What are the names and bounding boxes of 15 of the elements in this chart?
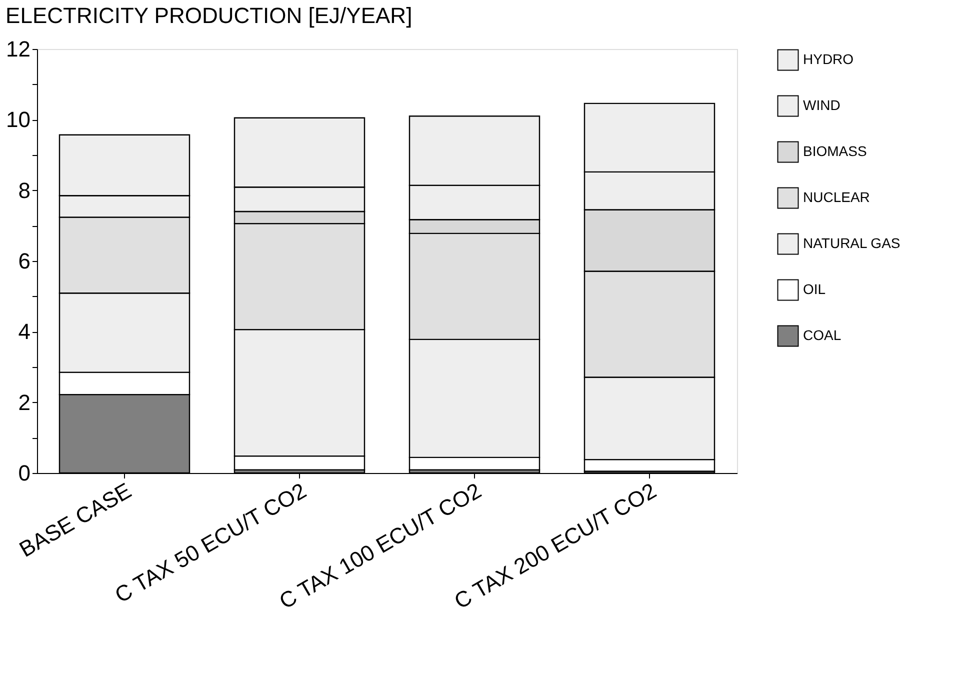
- legend-label: BIOMASS: [803, 143, 867, 159]
- chart-title: ELECTRICITY PRODUCTION [EJ/YEAR]: [6, 3, 412, 28]
- legend-label: OIL: [803, 281, 826, 297]
- legend-label: WIND: [803, 97, 840, 113]
- y-tick-label: 4: [18, 319, 30, 344]
- legend-label: NATURAL GAS: [803, 235, 900, 251]
- legend-label: COAL: [803, 327, 842, 343]
- y-tick-label: 8: [18, 178, 30, 203]
- y-tick-label: 10: [6, 107, 30, 132]
- y-tick-label: 6: [18, 248, 30, 274]
- legend-label: HYDRO: [803, 51, 854, 67]
- y-tick-label: 2: [18, 390, 30, 415]
- y-tick-label: 0: [18, 460, 30, 486]
- legend-label: NUCLEAR: [803, 189, 870, 205]
- y-tick-label: 12: [6, 36, 30, 62]
